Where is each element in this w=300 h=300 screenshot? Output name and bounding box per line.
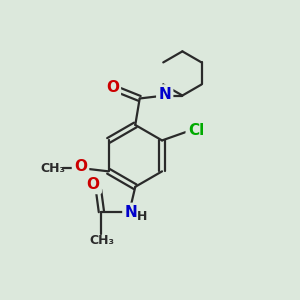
Text: H: H <box>136 210 147 223</box>
Text: Cl: Cl <box>188 123 204 138</box>
Text: O: O <box>106 80 119 95</box>
Text: CH₃: CH₃ <box>89 234 114 247</box>
Text: CH₃: CH₃ <box>40 162 65 175</box>
Text: O: O <box>87 177 100 192</box>
Text: N: N <box>124 205 137 220</box>
Text: N: N <box>158 87 171 102</box>
Text: O: O <box>74 158 87 173</box>
